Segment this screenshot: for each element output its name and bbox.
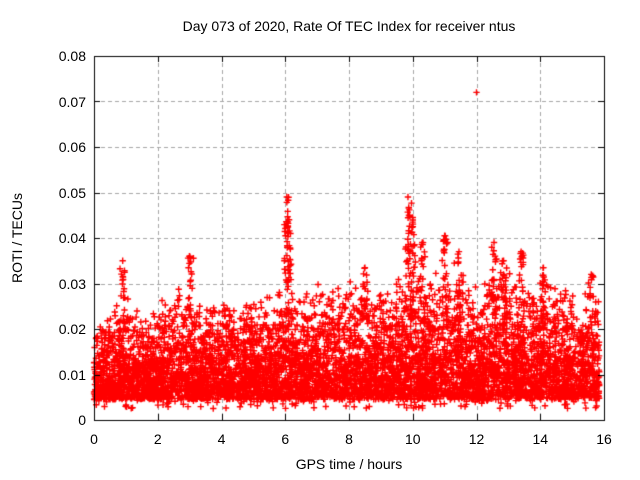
x-tick-label: 6 — [281, 431, 290, 447]
x-tick-label: 10 — [404, 431, 421, 447]
y-tick-label: 0 — [78, 412, 86, 428]
y-tick-label: 0.07 — [58, 93, 86, 110]
x-tick-label: 12 — [468, 431, 485, 447]
x-tick-label: 14 — [532, 431, 549, 447]
x-tick-label: 2 — [153, 431, 162, 447]
y-tick-label: 0.05 — [58, 184, 86, 201]
x-tick-label: 16 — [596, 431, 612, 447]
y-tick-label: 0.04 — [58, 230, 86, 246]
x-tick-label: 4 — [217, 431, 226, 447]
y-tick-label: 0.02 — [58, 321, 86, 337]
y-tick-label: 0.06 — [58, 139, 86, 155]
y-tick-label: 0.01 — [58, 366, 86, 383]
x-tick-label: 0 — [90, 431, 98, 447]
x-tick-label: 8 — [345, 431, 353, 447]
x-axis-label: GPS time / hours — [295, 456, 403, 472]
chart-title: Day 073 of 2020, Rate Of TEC Index for r… — [182, 18, 516, 34]
y-tick-label: 0.08 — [58, 48, 86, 64]
y-tick-label: 0.03 — [58, 275, 86, 292]
